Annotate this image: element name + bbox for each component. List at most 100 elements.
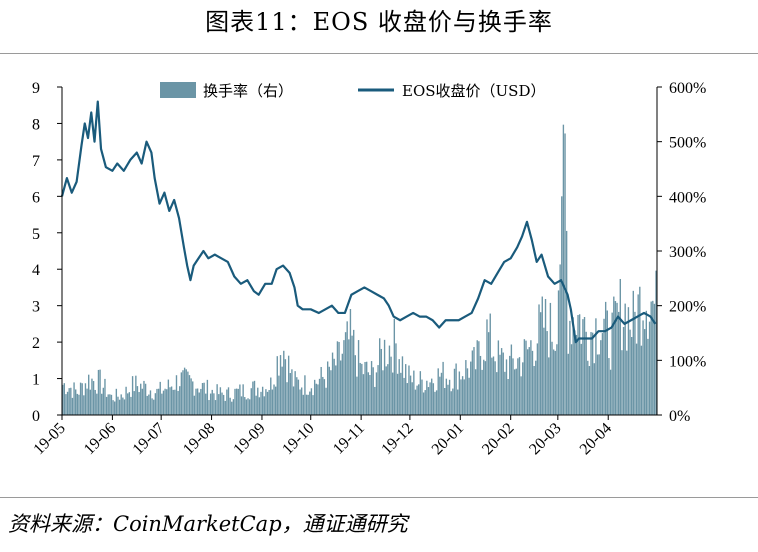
turnover-bar: [91, 378, 93, 415]
turnover-bar: [162, 390, 165, 415]
turnover-bar: [392, 372, 394, 415]
source-note: 资料来源：CoinMarketCap，通证通研究: [8, 512, 408, 536]
turnover-bar: [192, 381, 194, 415]
turnover-bar: [291, 369, 293, 415]
turnover-bar: [239, 384, 241, 415]
x-tick-label: 19-05: [30, 420, 68, 458]
turnover-bar: [442, 361, 444, 415]
turnover-bar: [127, 393, 129, 415]
turnover-bar: [170, 386, 173, 415]
turnover-bar: [528, 347, 530, 415]
turnover-bar: [76, 393, 79, 415]
turnover-bar: [114, 401, 116, 415]
turnover-bar: [444, 388, 446, 415]
turnover-bar: [81, 383, 83, 415]
turnover-bar: [645, 310, 647, 415]
turnover-bar: [630, 337, 633, 415]
turnover-bar: [635, 343, 638, 415]
turnover-bar: [533, 365, 535, 415]
turnover-bar: [117, 396, 119, 415]
turnover-bar: [75, 389, 77, 415]
turnover-bar: [377, 365, 379, 415]
left-tick-label: 4: [32, 262, 40, 279]
turnover-bar: [549, 302, 552, 415]
turnover-bar: [135, 375, 137, 415]
turnover-bar: [206, 379, 209, 415]
turnover-bar: [452, 388, 454, 415]
turnover-bar: [208, 400, 210, 415]
legend-bar-swatch: [160, 82, 196, 98]
turnover-bar: [89, 389, 92, 415]
turnover-bar: [406, 383, 409, 415]
turnover-bar: [120, 394, 122, 415]
turnover-bar: [200, 388, 202, 415]
turnover-bar: [187, 371, 189, 415]
turnover-bar: [455, 363, 457, 415]
turnover-bar: [617, 311, 620, 415]
turnover-bar: [86, 388, 88, 415]
turnover-bar: [458, 371, 461, 415]
turnover-bar: [195, 388, 197, 415]
turnover-bar: [320, 366, 322, 415]
turnover-bar: [322, 376, 324, 415]
turnover-bar: [637, 294, 639, 415]
turnover-bar: [330, 370, 332, 415]
left-tick-label: 1: [32, 372, 40, 389]
turnover-bar: [304, 375, 306, 415]
turnover-bar: [513, 369, 516, 415]
turnover-bar: [353, 329, 355, 415]
turnover-bar: [211, 389, 213, 415]
turnover-bar: [606, 310, 608, 415]
turnover-bar: [548, 357, 550, 415]
turnover-bar: [544, 298, 547, 415]
x-tick-label: 20-04: [577, 420, 615, 458]
turnover-bar: [122, 397, 124, 415]
turnover-bar: [286, 382, 288, 415]
turnover-bar: [390, 356, 392, 415]
turnover-bar: [248, 399, 251, 415]
turnover-bar: [364, 361, 366, 415]
turnover-bar: [214, 400, 217, 415]
legend-line-label: EOS收盘价（USD）: [402, 82, 545, 100]
turnover-bar: [99, 369, 101, 415]
left-tick-label: 8: [32, 116, 40, 133]
turnover-bar: [655, 270, 657, 415]
bottom-divider: [0, 497, 758, 498]
turnover-bar: [305, 394, 308, 415]
turnover-bar: [556, 344, 558, 415]
turnover-bar: [148, 394, 150, 415]
turnover-bar: [88, 374, 90, 415]
turnover-bar: [578, 314, 581, 415]
turnover-bar: [130, 396, 132, 415]
turnover-bar: [325, 387, 327, 415]
legend: 换手率（右） EOS收盘价（USD）: [160, 82, 545, 100]
right-tick-label: 500%: [669, 135, 706, 152]
turnover-bar: [240, 396, 243, 415]
turnover-bar: [201, 383, 204, 415]
turnover-bar: [101, 393, 103, 415]
turnover-bar: [588, 366, 591, 415]
turnover-bar: [318, 378, 321, 415]
turnover-bar: [624, 303, 626, 415]
turnover-bar: [639, 286, 641, 415]
top-divider: [0, 53, 758, 54]
turnover-bar: [268, 389, 270, 415]
turnover-bar: [445, 378, 448, 415]
turnover-bar: [104, 378, 106, 415]
turnover-bar: [577, 315, 579, 415]
left-tick-label: 5: [32, 226, 40, 243]
turnover-bar: [473, 347, 475, 415]
turnover-bar: [146, 395, 148, 415]
turnover-bar: [333, 358, 335, 415]
turnover-bar: [128, 392, 131, 415]
turnover-bar: [627, 307, 630, 415]
turnover-bar: [177, 390, 179, 415]
turnover-bar: [141, 388, 144, 415]
turnover-bar: [205, 393, 207, 415]
x-tick-label: 19-11: [330, 420, 368, 458]
turnover-bar: [227, 387, 230, 415]
turnover-bar: [346, 321, 348, 415]
turnover-bar: [180, 372, 183, 415]
turnover-bar: [175, 375, 178, 415]
turnover-bar: [190, 378, 192, 415]
